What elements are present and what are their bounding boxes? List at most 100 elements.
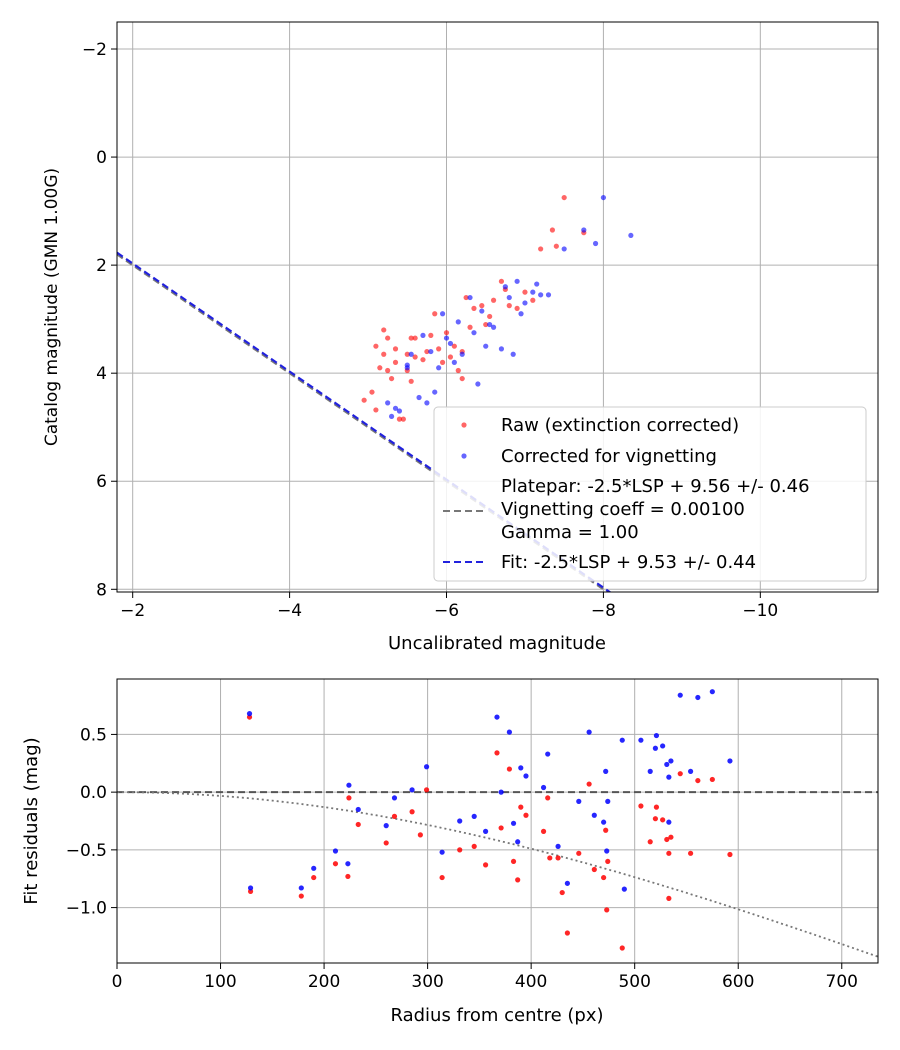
raw-point (687, 850, 694, 856)
corrected-point (668, 758, 674, 764)
vignetting-curve (117, 791, 878, 958)
corrected-point (522, 300, 528, 306)
corrected-point (564, 880, 570, 886)
corrected-point (523, 773, 529, 779)
legend-vignetting-label: Vignetting coeff = 0.00100 (501, 499, 745, 520)
raw-point (604, 907, 610, 913)
raw-point (695, 777, 701, 784)
corrected-point (515, 839, 521, 845)
y-tick-label: −0.5 (66, 841, 107, 861)
y-tick-label: 8 (96, 580, 107, 600)
x-tick-label: −4 (277, 601, 302, 621)
legend-raw-marker (461, 422, 467, 428)
corrected-point (490, 324, 497, 330)
raw-point (355, 821, 361, 828)
raw-point (522, 289, 528, 295)
corrected-point (592, 240, 599, 247)
corrected-point (604, 848, 610, 854)
raw-point (311, 874, 317, 881)
top-scatter-points (361, 194, 634, 422)
raw-point (388, 375, 395, 382)
raw-point (530, 297, 536, 303)
corrected-point (408, 351, 414, 357)
corrected-point (424, 400, 430, 406)
raw-point (417, 832, 423, 838)
raw-point (332, 861, 339, 867)
corrected-point (506, 294, 512, 301)
raw-point (381, 327, 387, 333)
raw-point (487, 313, 493, 320)
corrected-point (514, 278, 520, 284)
corrected-point (545, 751, 551, 757)
raw-point (540, 828, 547, 834)
corrected-point (391, 795, 398, 801)
raw-point (510, 858, 517, 865)
corrected-point (581, 227, 587, 233)
corrected-point (530, 289, 536, 295)
corrected-point (416, 394, 422, 401)
corrected-point (396, 408, 403, 414)
legend-box (433, 406, 867, 582)
corrected-point (432, 389, 438, 395)
raw-point (523, 812, 529, 818)
x-tick-label: −10 (742, 601, 778, 621)
raw-point (420, 357, 426, 363)
x-tick-label: −6 (434, 601, 459, 621)
raw-point (408, 378, 414, 384)
raw-point (666, 850, 672, 856)
residuals-plot: 0 100 200 300 400 500 600 700 0.5 0.0 −0.5 −1.0 Rad… (21, 678, 879, 1026)
corrected-point (603, 768, 609, 774)
corrected-point (591, 812, 597, 818)
raw-point (459, 375, 465, 382)
bottom-y-axis-label: Fit residuals (mag) (21, 737, 42, 904)
corrected-point (482, 828, 489, 834)
x-tick-label: 100 (204, 972, 236, 992)
raw-point (515, 877, 521, 883)
corrected-point (498, 789, 504, 795)
legend-corrected-label: Corrected for vignetting (501, 446, 717, 467)
raw-point (619, 945, 625, 951)
corrected-point (409, 787, 415, 793)
corrected-point (494, 714, 500, 720)
corrected-point (586, 729, 592, 735)
raw-point (412, 335, 418, 341)
corrected-point (471, 330, 477, 336)
bottom-reference-lines (117, 791, 878, 958)
raw-point (553, 243, 559, 249)
corrected-point (660, 743, 666, 749)
raw-point (396, 416, 403, 422)
corrected-point (510, 820, 517, 826)
x-tick-label: −8 (591, 601, 616, 621)
raw-point (385, 335, 391, 341)
raw-point (447, 354, 454, 360)
corrected-point (538, 292, 544, 298)
corrected-point (666, 819, 672, 825)
raw-point (428, 332, 434, 338)
raw-point (443, 330, 450, 336)
corrected-point (404, 362, 410, 368)
corrected-point (388, 413, 395, 420)
y-tick-label: −1.0 (66, 899, 107, 919)
raw-point (471, 305, 477, 311)
top-x-axis-label: Uncalibrated magnitude (388, 633, 606, 654)
corrected-point (451, 359, 457, 365)
corrected-point (502, 284, 508, 290)
raw-point (498, 825, 504, 831)
raw-point (392, 346, 399, 352)
corrected-point (576, 798, 582, 804)
corrected-point (439, 849, 445, 855)
corrected-point (459, 351, 465, 357)
raw-point (498, 278, 505, 284)
raw-point (605, 858, 611, 865)
raw-point (603, 827, 609, 833)
top-ticks: −2 −4 −6 −8 −10 −2 0 2 4 6 8 (82, 40, 778, 621)
raw-point (652, 816, 658, 822)
raw-point (385, 367, 391, 374)
corrected-point (428, 348, 434, 355)
raw-point (439, 359, 446, 365)
x-tick-label: 700 (826, 972, 858, 992)
corrected-point (664, 761, 670, 768)
raw-point (647, 839, 653, 845)
corrected-point (638, 737, 644, 743)
raw-point (506, 766, 513, 772)
